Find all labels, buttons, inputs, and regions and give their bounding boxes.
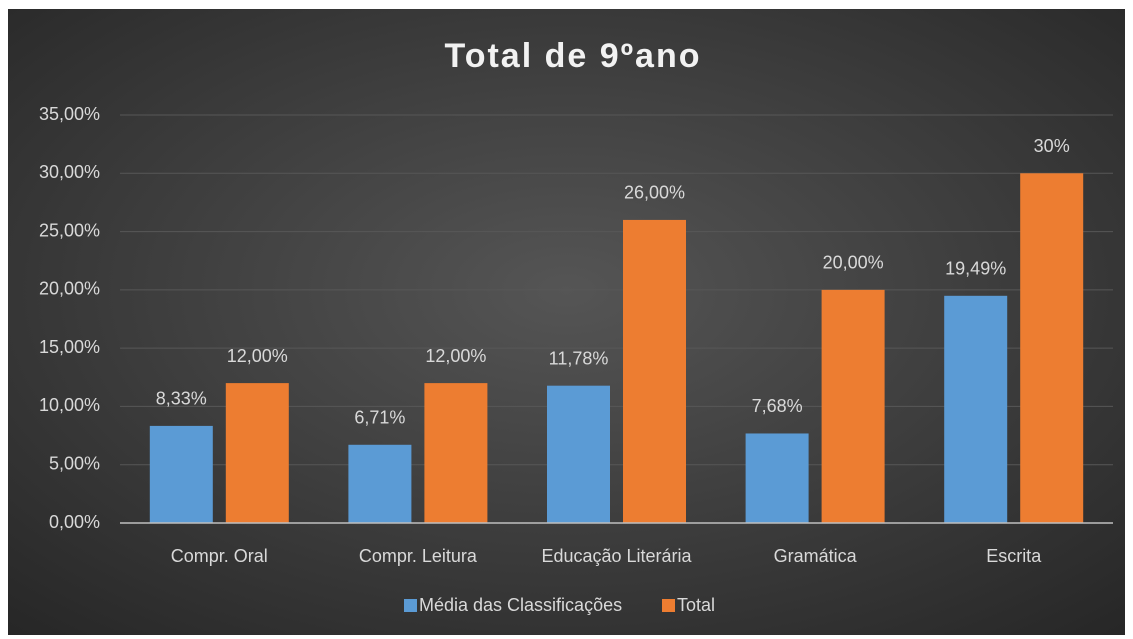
legend-label: Total (677, 595, 715, 615)
y-tick-label: 25,00% (39, 220, 100, 240)
y-tick-label: 35,00% (39, 104, 100, 124)
data-label: 19,49% (945, 259, 1006, 279)
data-label: 20,00% (823, 253, 884, 273)
chart-title: Total de 9ºano (444, 37, 701, 75)
data-label: 30% (1034, 136, 1070, 156)
bar (1020, 173, 1084, 524)
bar (623, 219, 686, 523)
x-tick-label: Compr. Leitura (359, 546, 478, 566)
x-tick-label: Compr. Oral (171, 546, 268, 566)
x-tick-label: Escrita (986, 546, 1042, 566)
legend-swatch (662, 599, 675, 612)
bar (745, 433, 809, 523)
data-label: 6,71% (354, 408, 405, 428)
data-label: 8,33% (156, 389, 207, 409)
bar (547, 385, 610, 523)
y-tick-label: 5,00% (49, 453, 100, 473)
bar (944, 295, 1008, 523)
bar (149, 425, 213, 523)
x-tick-label: Educação Literária (541, 546, 692, 566)
y-tick-label: 20,00% (39, 279, 100, 299)
x-tick-label: Gramática (774, 546, 858, 566)
data-label: 7,68% (752, 396, 803, 416)
bar (225, 383, 289, 523)
y-tick-label: 15,00% (39, 337, 100, 357)
y-tick-label: 0,00% (49, 512, 100, 532)
data-label: 12,00% (227, 346, 288, 366)
data-label: 11,78% (549, 348, 609, 368)
y-tick-label: 10,00% (39, 395, 100, 415)
y-tick-label: 30,00% (39, 162, 100, 182)
data-label: 26,00% (624, 183, 685, 203)
data-label: 12,00% (425, 346, 486, 366)
bar (348, 444, 412, 523)
bar (424, 383, 488, 523)
legend-label: Média das Classificações (419, 595, 622, 615)
chart-background (8, 9, 1125, 635)
bar (821, 289, 885, 523)
legend-swatch (404, 599, 417, 612)
